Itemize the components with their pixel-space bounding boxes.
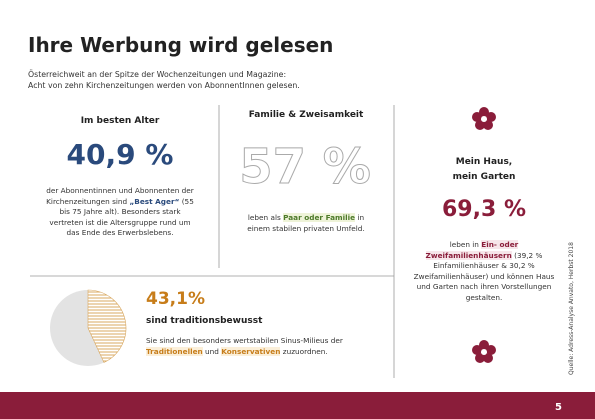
heading-line: Mein Haus, (455, 157, 513, 167)
text: (55 bis 75 Jahre alt). Besonders stark v… (49, 196, 194, 238)
heading: Mein Haus, mein Garten (400, 155, 568, 185)
flower-icon (472, 340, 496, 363)
text: in einem stabilen privaten Umfeld. (247, 213, 365, 233)
text: leben als (247, 213, 284, 222)
heading-line: mein Garten (452, 172, 516, 182)
highlight: Konservativen (221, 346, 281, 356)
highlight: Traditionellen (146, 346, 203, 356)
footer-bar (0, 392, 595, 419)
body: der Abonnentinnen und Abonnenten der Kir… (42, 186, 198, 239)
text: zuzuordnen. (280, 346, 328, 356)
highlight: Paar oder Familie (283, 213, 356, 222)
heading: Im besten Alter (80, 116, 160, 126)
text: Sie sind den besonders wertstabilen Sinu… (146, 336, 343, 345)
title: Ihre Werbung wird gelesen (28, 33, 334, 57)
pie-label: 43,1% (146, 289, 205, 309)
stat: 69,3 % (442, 197, 526, 222)
source: Quelle: Adress-Analyse Anvato, Herbst 20… (568, 242, 575, 375)
intro-line: Österreichweit an der Spitze der Wochenz… (28, 70, 287, 79)
intro-line: Acht von zehn Kirchenzeitungen werden vo… (28, 80, 300, 90)
highlight: „Best Ager“ (129, 196, 180, 206)
body: leben in Ein- oder Zweifamilienhäusern (… (412, 240, 556, 303)
stat: 40,9 % (66, 138, 174, 171)
pie-slice (87, 289, 127, 363)
text: leben in (449, 240, 482, 249)
heading: sind traditionsbewusst (146, 316, 263, 326)
page-number: 5 (555, 402, 562, 413)
text: (39,2 % Einfamilienhäuser & 30,2 % Zweif… (413, 250, 555, 302)
body: Sie sind den besonders wertstabilen Sinu… (146, 336, 386, 357)
text: der Abonnentinnen und Abonnenten der Kir… (46, 186, 194, 206)
stat: 57 % (239, 139, 371, 195)
intro: Österreichweit an der Spitze der Wochenz… (28, 70, 300, 91)
body: leben als Paar oder Familie in einem sta… (240, 213, 372, 234)
heading: Familie & Zweisamkeit (248, 110, 364, 120)
text: und (202, 346, 222, 356)
flower-icon (472, 107, 496, 130)
